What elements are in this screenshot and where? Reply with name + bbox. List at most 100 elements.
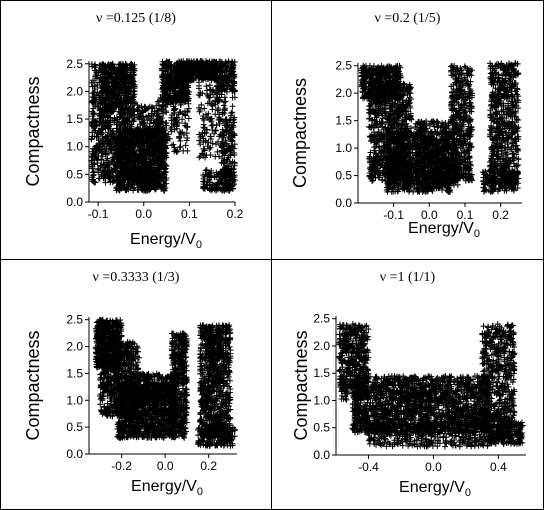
data-points [358, 60, 522, 196]
x-tick-label: 0.0 [135, 207, 152, 221]
data-point [101, 145, 108, 152]
data-point [140, 142, 147, 149]
data-point [177, 143, 184, 150]
data-point [90, 98, 97, 105]
data-point [152, 184, 159, 191]
y-axis-label: Compactness [23, 76, 43, 186]
data-point [89, 129, 96, 136]
data-point [101, 62, 108, 69]
data-point [128, 173, 135, 180]
scatter-plot: -0.1 0.0 0.1 0.20.00.51.01.52.02.5Energy/V0… [23, 57, 244, 251]
data-point [102, 170, 109, 177]
y-tick-label: 1.5 [66, 112, 83, 126]
data-point [88, 61, 95, 68]
data-point [98, 156, 105, 163]
data-point [118, 140, 125, 147]
data-point [89, 174, 96, 181]
data-point [100, 86, 107, 93]
data-point [118, 156, 125, 163]
data-point [91, 160, 98, 167]
data-point [96, 175, 103, 182]
data-point [139, 120, 146, 127]
data-point [136, 110, 143, 117]
data-point [140, 108, 147, 115]
data-point [122, 86, 129, 93]
data-point [106, 90, 113, 97]
data-point [146, 149, 153, 156]
data-point [104, 78, 111, 85]
data-point [134, 114, 141, 121]
data-point [116, 151, 123, 158]
data-point [95, 137, 102, 144]
data-point [103, 150, 110, 157]
data-point [146, 182, 153, 189]
data-point [145, 161, 152, 168]
data-point [119, 172, 126, 179]
panel-nu-02: ν =0.2 (1/5) -0.1 0.0 0.1 0.2 0.0 0.5 1.0 1.5 2.… [271, 0, 544, 260]
data-point [123, 165, 130, 172]
data-point [160, 150, 167, 157]
data-point [89, 110, 96, 117]
data-point [91, 111, 98, 118]
x-axis-label: Energy/V0 [130, 231, 202, 251]
data-point [128, 96, 135, 103]
data-point [143, 145, 150, 152]
data-point [108, 109, 115, 116]
data-point [120, 65, 127, 72]
data-point [136, 128, 143, 135]
data-point [118, 170, 125, 177]
data-point [122, 162, 129, 169]
data-point [147, 155, 154, 162]
data-point [128, 121, 135, 128]
data-point [104, 109, 111, 116]
data-point [145, 130, 152, 137]
data-point [130, 65, 137, 72]
data-point [146, 139, 153, 146]
data-point [101, 107, 108, 114]
data-point [142, 168, 149, 175]
data-point [118, 106, 125, 113]
data-point [137, 131, 144, 138]
data-point [98, 92, 105, 99]
data-point [161, 183, 168, 190]
scatter-plot: -0.1 0.0 0.1 0.20.00.51.01.52.02.5Energy/V0… [290, 59, 522, 240]
data-point [125, 150, 132, 157]
data-point [120, 90, 127, 97]
data-point [126, 109, 133, 116]
data-point [89, 121, 96, 128]
data-point [103, 159, 110, 166]
data-point [145, 165, 152, 172]
data-point [119, 101, 126, 108]
data-point [111, 115, 118, 122]
data-point [119, 137, 126, 144]
data-point [89, 178, 96, 185]
data-point [126, 76, 133, 83]
data-point [124, 127, 131, 134]
data-point [157, 165, 164, 172]
data-point [99, 167, 106, 174]
data-point [175, 85, 182, 92]
data-point [159, 155, 166, 162]
data-point [102, 94, 109, 101]
data-point [146, 173, 153, 180]
data-point [151, 141, 158, 148]
data-point [135, 157, 142, 164]
data-point [130, 187, 137, 194]
data-point [138, 135, 145, 142]
panel-title: ν =0.125 (1/8) [96, 11, 176, 26]
data-point [93, 69, 100, 76]
data-point [105, 168, 112, 175]
data-point [170, 141, 177, 148]
data-point [106, 114, 113, 121]
data-point [135, 168, 142, 175]
data-point [143, 185, 150, 192]
data-point [112, 93, 119, 100]
data-point [109, 157, 116, 164]
data-point [209, 121, 216, 128]
data-point [116, 136, 123, 143]
data-point [113, 187, 120, 194]
data-point [121, 131, 128, 138]
data-points [88, 58, 238, 194]
data-point [99, 69, 106, 76]
